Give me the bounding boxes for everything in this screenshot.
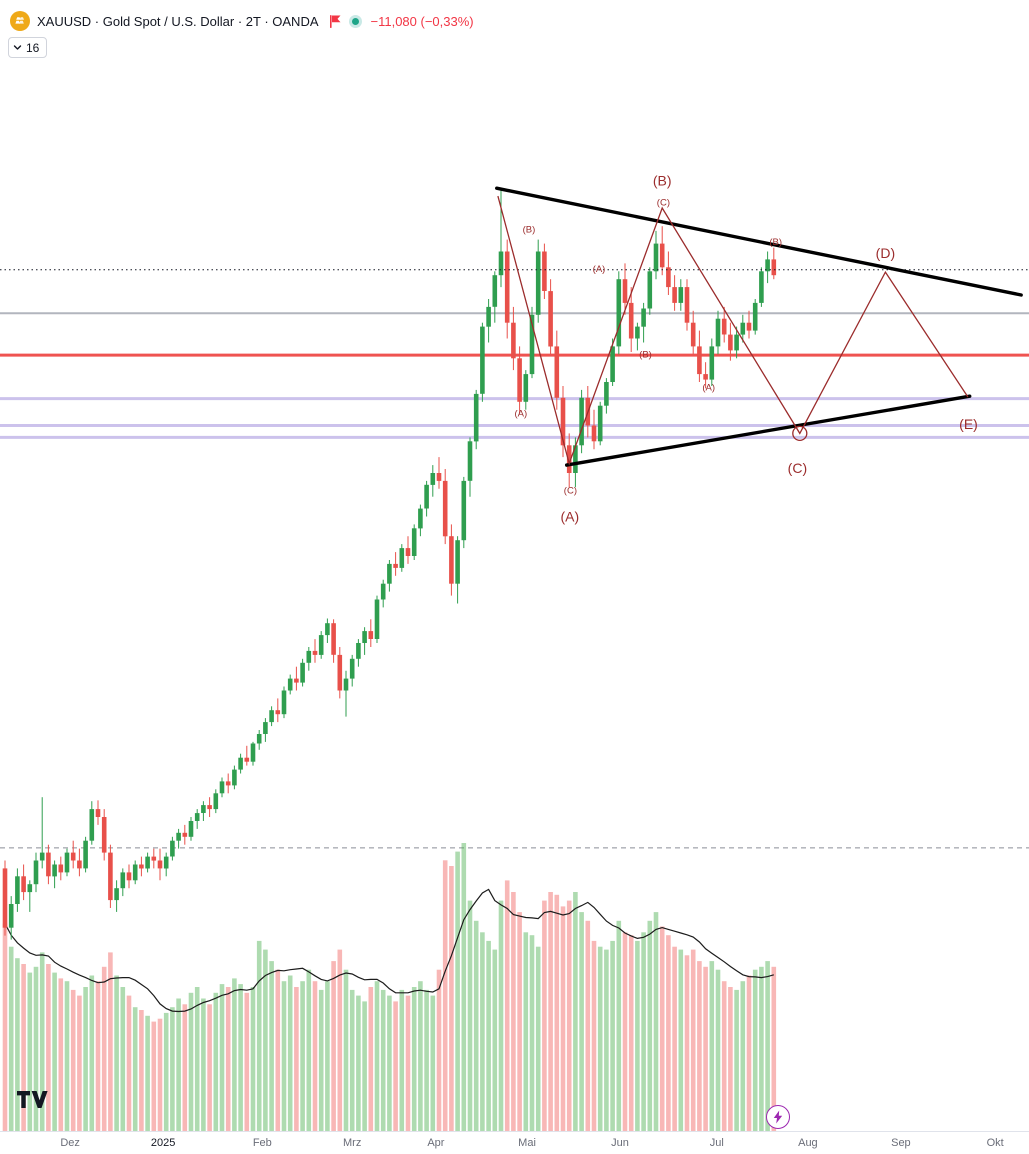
price-change: −11,080 (−0,33%) — [370, 13, 474, 29]
time-axis-label: Aug — [798, 1137, 818, 1149]
lower-trendline[interactable] — [565, 394, 972, 467]
wave-label[interactable]: (B) — [769, 237, 782, 248]
time-axis-label: Dez — [60, 1137, 80, 1149]
level-lines[interactable] — [0, 312, 1029, 849]
wave-label[interactable]: (C) — [657, 198, 670, 209]
flag-icon[interactable] — [328, 14, 342, 29]
wave-labels[interactable]: (B) (A) (C) (A) (B) (C) (A) (B) (A) (B) (C) (D) (E) — [514, 172, 977, 524]
candles-series — [2, 188, 777, 940]
symbol-legend[interactable]: XAUUSD · Gold Spot / U.S. Dollar · 2T · … — [10, 10, 474, 32]
lightning-button[interactable] — [766, 1105, 790, 1129]
time-axis-label: Jul — [709, 1137, 724, 1149]
wave-label[interactable]: (C) — [788, 460, 807, 476]
wave-label[interactable]: (B) — [653, 172, 672, 188]
wave-label[interactable]: (D) — [876, 245, 895, 261]
time-axis-label: Feb — [252, 1137, 272, 1149]
elliott-wave-path[interactable] — [497, 195, 969, 466]
collapsed-legend-chip[interactable]: 16 — [8, 37, 48, 58]
gold-instrument-icon — [10, 11, 30, 31]
wave-label[interactable]: (A) — [514, 409, 527, 420]
wave-label[interactable]: (A) — [560, 509, 579, 525]
wave-target-circle[interactable] — [792, 425, 808, 442]
tradingview-logo[interactable] — [17, 1091, 48, 1114]
wave-label[interactable]: (C) — [564, 485, 577, 496]
lightning-icon — [773, 1110, 783, 1124]
time-axis-label: Mrz — [343, 1137, 362, 1149]
time-axis-label: Jun — [611, 1137, 629, 1149]
chevron-down-icon — [13, 45, 22, 50]
legend-count: 16 — [26, 40, 40, 55]
time-axis-label: Mai — [518, 1137, 536, 1149]
symbol-title[interactable]: XAUUSD · Gold Spot / U.S. Dollar · 2T · … — [37, 13, 319, 29]
wave-label[interactable]: (A) — [593, 264, 606, 275]
time-axis-label: Sep — [891, 1137, 911, 1149]
market-status-icon[interactable] — [348, 14, 362, 28]
gold-ingot-icon — [15, 17, 24, 24]
time-axis[interactable]: Dez 2025 Feb Mrz Apr Mai Jun Jul Aug Sep Okt — [0, 1131, 1029, 1154]
wave-label[interactable]: (B) — [523, 224, 536, 235]
wave-label[interactable]: (B) — [639, 349, 652, 360]
volume-series — [2, 843, 777, 1131]
wave-label[interactable]: (E) — [959, 416, 978, 432]
wave-label[interactable]: (A) — [702, 383, 715, 394]
upper-trendline[interactable] — [495, 186, 1023, 297]
volume-ma-line — [4, 888, 774, 1013]
time-axis-label: Okt — [986, 1137, 1004, 1149]
time-axis-label: 2025 — [150, 1137, 176, 1149]
time-axis-label: Apr — [427, 1137, 445, 1149]
